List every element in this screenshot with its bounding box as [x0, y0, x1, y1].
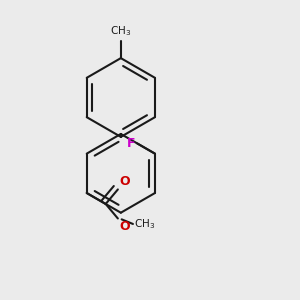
Text: O: O — [119, 220, 130, 232]
Text: CH$_3$: CH$_3$ — [134, 217, 155, 231]
Text: F: F — [126, 137, 135, 150]
Text: CH$_3$: CH$_3$ — [110, 25, 131, 38]
Text: O: O — [119, 175, 130, 188]
